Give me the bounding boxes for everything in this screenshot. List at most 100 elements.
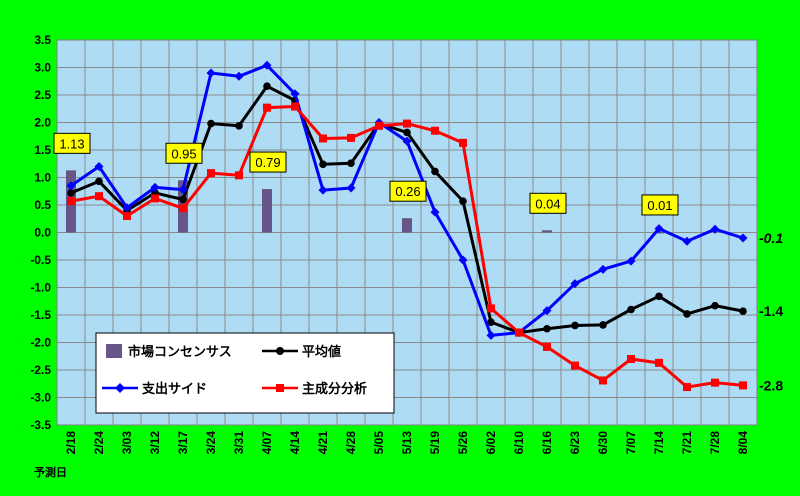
consensus-label-box <box>529 192 567 214</box>
series-point <box>627 305 635 314</box>
series-point <box>291 102 299 111</box>
series-point <box>683 310 691 318</box>
series-point <box>515 328 523 337</box>
x-tick-label: 5/05 <box>372 431 386 455</box>
consensus-label: 0.04 <box>535 196 560 211</box>
legend-swatch-pca <box>262 384 298 392</box>
y-tick-label: -3.0 <box>30 391 51 405</box>
y-tick-label: 0.5 <box>34 198 51 212</box>
series-point <box>263 82 271 90</box>
consensus-label-box <box>249 151 287 173</box>
x-tick-label: 7/14 <box>652 431 666 455</box>
consensus-label-box <box>641 194 679 216</box>
series-point <box>66 181 76 191</box>
series-point <box>682 236 692 246</box>
series-lines <box>66 60 748 392</box>
y-tick-label: -3.5 <box>30 418 51 432</box>
series-point <box>122 203 132 213</box>
end-label: -1.4 <box>759 303 783 319</box>
y-tick-label: 3.5 <box>34 33 51 47</box>
series-point <box>598 264 608 274</box>
series-point <box>262 60 272 70</box>
series-point <box>654 224 664 234</box>
x-tick-label: 4/28 <box>344 431 358 455</box>
x-axis: 2/18 2/24 3/03 3/12 3/17 3/24 3/31 4/07 4/14 4/21… <box>64 431 750 455</box>
consensus-label: 0.79 <box>255 155 280 170</box>
x-tick-label: 3/24 <box>204 431 218 455</box>
series-point <box>319 160 327 169</box>
series-point <box>458 255 468 265</box>
series-point <box>655 292 663 301</box>
series-point <box>402 136 412 146</box>
series-point <box>710 224 720 234</box>
x-tick-label: 4/21 <box>316 431 330 455</box>
x-tick-label: 7/21 <box>680 431 694 455</box>
x-tick-label: 3/03 <box>120 431 134 455</box>
x-tick-label: 3/17 <box>176 431 190 455</box>
consensus-label-box <box>53 132 91 154</box>
series-point <box>431 126 439 135</box>
x-tick-label: 5/13 <box>400 431 414 455</box>
series-point <box>738 233 748 243</box>
y-tick-label: 0.0 <box>34 226 51 240</box>
x-tick-label: 4/14 <box>288 431 302 455</box>
series-point <box>94 162 104 171</box>
consensus-labels: 1.13 0.95 0.79 0.26 0.04 0.01 <box>53 132 679 216</box>
x-tick-label: 2/18 <box>64 431 78 455</box>
series-point <box>626 256 636 266</box>
consensus-label: 0.95 <box>171 146 196 161</box>
y-tick-label: -2.0 <box>30 336 51 350</box>
series-point <box>599 321 607 329</box>
y-tick-label: 2.5 <box>34 88 51 102</box>
x-tick-label: 2/24 <box>92 431 106 455</box>
series-point <box>95 177 103 186</box>
series-point <box>263 103 271 112</box>
series-point <box>431 167 439 176</box>
legend-box <box>95 332 395 414</box>
series-point <box>543 324 551 333</box>
series-point <box>150 182 160 192</box>
series-point <box>346 183 356 193</box>
series-point <box>318 185 328 195</box>
consensus-label: 0.26 <box>395 184 420 199</box>
x-tick-label: 5/26 <box>456 431 470 455</box>
legend-label-average: 平均値 <box>302 344 341 360</box>
y-tick-label: 3.0 <box>34 61 51 75</box>
series-point <box>207 169 215 178</box>
series-point <box>67 197 75 206</box>
series-point <box>570 279 580 289</box>
x-tick-label: 4/07 <box>260 431 274 455</box>
series-point <box>739 381 747 390</box>
series-point <box>711 301 719 310</box>
series-point <box>178 185 188 195</box>
series-point <box>711 378 719 387</box>
series-point <box>403 119 411 128</box>
series-point <box>459 138 467 147</box>
x-tick-label: 7/28 <box>708 431 722 455</box>
series-point <box>487 318 495 326</box>
y-tick-label: -2.5 <box>30 363 51 377</box>
series-point <box>206 68 216 78</box>
series-point <box>95 192 103 201</box>
consensus-label-box <box>165 142 203 164</box>
series-point <box>739 307 747 315</box>
x-tick-label: 6/02 <box>484 431 498 455</box>
x-tick-label: 6/30 <box>596 431 610 455</box>
legend-label-pca: 主成分分析 <box>302 381 367 397</box>
series-point <box>207 119 215 128</box>
series-point <box>347 133 355 142</box>
legend-label-expenditure: 支出サイド <box>141 381 207 397</box>
legend-swatch-average <box>262 347 298 355</box>
series-point <box>683 383 691 392</box>
series-point <box>571 361 579 370</box>
series-point <box>430 207 440 217</box>
legend-swatch-expenditure <box>102 383 138 393</box>
consensus-label: 0.01 <box>647 198 672 213</box>
series-point <box>235 122 243 130</box>
series-point <box>375 121 383 130</box>
y-tick-label: -0.5 <box>30 253 51 267</box>
series-point <box>290 89 300 99</box>
x-tick-label: 6/10 <box>512 431 526 455</box>
consensus-bar <box>262 189 272 233</box>
